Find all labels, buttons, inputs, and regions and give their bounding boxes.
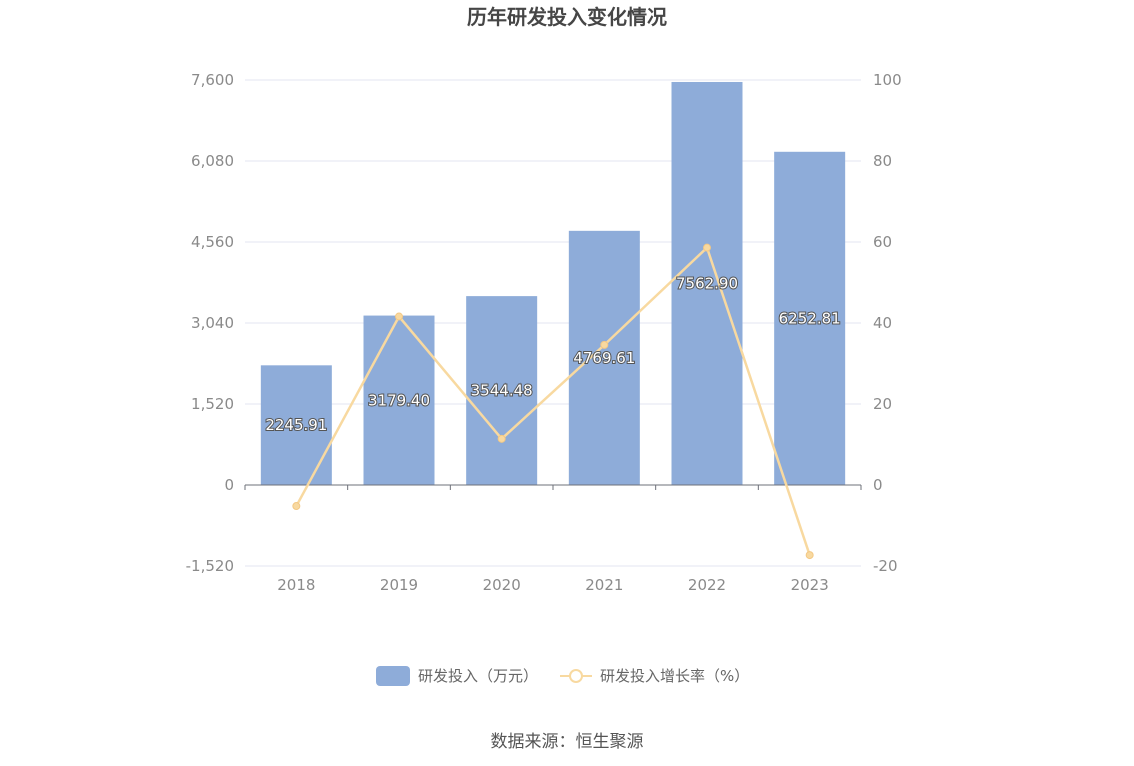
- growth-point-2019: [395, 312, 403, 321]
- y-right-tick-label: 80: [873, 152, 892, 170]
- x-tick-label: 2022: [688, 576, 726, 594]
- bar-value-label: 2245.91: [265, 416, 327, 434]
- legend-item-bar[interactable]: 研发投入（万元）: [376, 666, 538, 686]
- y-left-tick-label: 3,040: [191, 314, 234, 332]
- y-right-tick-label: 100: [873, 71, 902, 89]
- label-layer: 2245.91 3179.40 3544.48 4769.61 7562.90 6252.…: [264, 273, 841, 435]
- y-left-tick-label: 7,600: [191, 71, 234, 89]
- bar-layer: [260, 81, 846, 485]
- x-tick-label: 2019: [380, 576, 418, 594]
- legend-line-marker: [569, 669, 583, 683]
- y-left-tick-label: 1,520: [191, 395, 234, 413]
- legend-item-line[interactable]: 研发投入增长率（%）: [560, 667, 749, 685]
- x-tick-label: 2021: [585, 576, 623, 594]
- y-right-tick-label: 0: [873, 476, 883, 494]
- growth-point-2023: [805, 551, 814, 560]
- y-right-tick-label: 40: [873, 314, 892, 332]
- growth-rate-line: [295, 245, 811, 556]
- y-left-tick-label: 6,080: [191, 152, 234, 170]
- legend-bar-swatch: [376, 666, 410, 686]
- legend: 研发投入（万元） 研发投入增长率（%）: [376, 666, 749, 686]
- y-left-tick-label: -1,520: [186, 557, 234, 575]
- bar-2022: [671, 81, 743, 485]
- chart-title: 历年研发投入变化情况: [467, 5, 667, 29]
- bar-value-label: 7562.90: [676, 274, 738, 292]
- x-tick-label: 2023: [791, 576, 829, 594]
- bar-value-label: 3179.40: [368, 391, 430, 409]
- y-right-tick-label: 20: [873, 395, 892, 413]
- source-note: 数据来源：恒生聚源: [491, 732, 644, 752]
- axis-layer: 7,600 6,080 4,560 3,040 1,520 0 -1,520 100 80 60 4…: [186, 71, 902, 594]
- y-right-tick-label: 60: [873, 233, 892, 251]
- y-right-tick-label: -20: [873, 557, 898, 575]
- grid-layer: [245, 79, 861, 567]
- growth-point-2022: [703, 243, 711, 252]
- bar-2018: [260, 365, 332, 485]
- legend-line-label: 研发投入增长率（%）: [600, 667, 749, 685]
- bar-2023: [774, 151, 846, 485]
- line-layer: [292, 243, 814, 560]
- bar-value-label: 4769.61: [573, 349, 635, 367]
- growth-point-2021: [600, 340, 609, 349]
- x-tick-label: 2020: [483, 576, 521, 594]
- growth-point-2018: [292, 502, 301, 511]
- growth-point-2020: [497, 434, 506, 443]
- legend-bar-label: 研发投入（万元）: [418, 667, 538, 685]
- bar-2020: [466, 296, 538, 485]
- x-tick-label: 2018: [277, 576, 315, 594]
- y-left-tick-label: 0: [224, 476, 234, 494]
- y-left-tick-label: 4,560: [191, 233, 234, 251]
- bar-value-label: 3544.48: [471, 382, 533, 400]
- bar-2021: [568, 230, 640, 485]
- bar-value-label: 6252.81: [779, 309, 841, 327]
